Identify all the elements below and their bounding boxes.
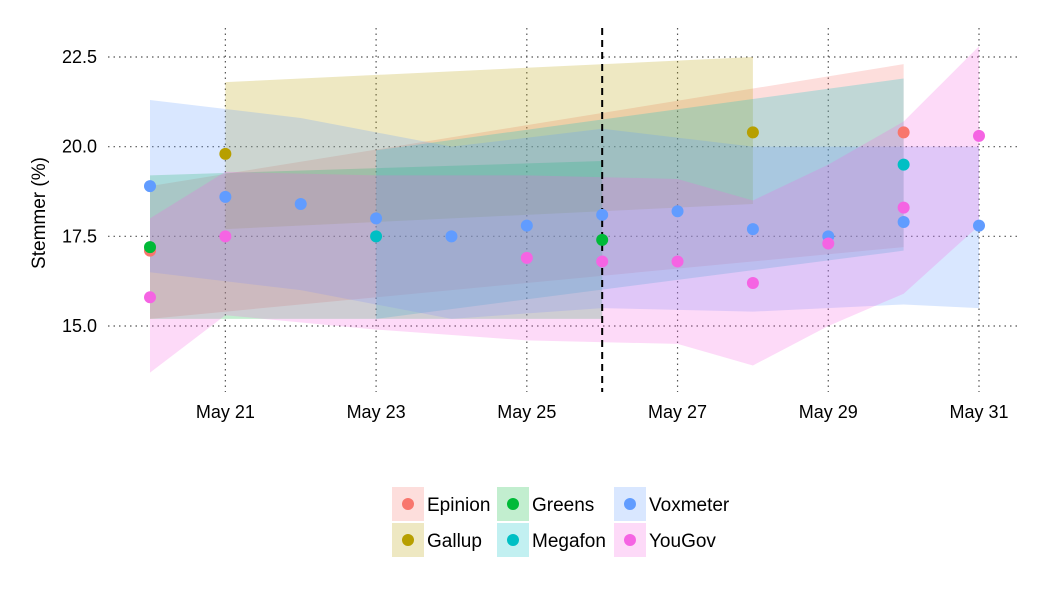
grid	[108, 28, 1020, 392]
legend-marker	[507, 534, 519, 546]
band-megafon	[376, 78, 904, 319]
band-voxmeter	[150, 100, 979, 319]
point-voxmeter	[596, 208, 609, 221]
band-yougov	[150, 46, 979, 373]
point-gallup	[219, 147, 232, 160]
legend-label: Greens	[532, 495, 594, 516]
point-yougov	[520, 251, 533, 264]
y-tick-label: 15.0	[62, 316, 97, 336]
x-tick-label: May 21	[196, 402, 255, 422]
point-voxmeter	[520, 219, 533, 232]
point-greens	[596, 233, 609, 246]
point-yougov	[144, 291, 156, 304]
point-voxmeter	[294, 198, 307, 211]
point-yougov	[671, 255, 684, 268]
point-voxmeter	[445, 230, 458, 243]
x-tick-label: May 31	[949, 402, 1008, 422]
y-tick-label: 22.5	[62, 47, 97, 67]
point-voxmeter	[370, 212, 383, 225]
legend-item-voxmeter: Voxmeter	[614, 487, 730, 521]
confidence-bands	[150, 46, 979, 373]
y-axis-title: Stemmer (%)	[29, 157, 50, 269]
legend-label: Epinion	[427, 495, 490, 516]
point-greens	[144, 241, 156, 254]
legend-label: YouGov	[649, 531, 716, 552]
legend-item-greens: Greens	[497, 487, 594, 521]
point-yougov	[973, 129, 985, 142]
y-tick-label: 20.0	[62, 137, 97, 157]
point-megafon	[897, 158, 910, 171]
legend-marker	[402, 498, 414, 510]
band-epinion	[150, 64, 904, 319]
legend-marker	[402, 534, 414, 546]
point-voxmeter	[746, 223, 759, 236]
x-tick-label: May 25	[497, 402, 556, 422]
point-voxmeter	[144, 180, 156, 193]
band-gallup	[225, 57, 753, 230]
y-axis-ticks: 15.0 17.5 20.0 22.5	[62, 47, 97, 336]
point-voxmeter	[973, 219, 985, 232]
legend-marker	[624, 498, 636, 510]
legend: Epinion Gallup Greens Megafon Voxmeter YouGov	[392, 487, 730, 557]
y-tick-label: 17.5	[62, 226, 97, 246]
point-yougov	[822, 237, 835, 250]
legend-marker	[624, 534, 636, 546]
x-tick-label: May 27	[648, 402, 707, 422]
point-voxmeter	[897, 215, 910, 228]
legend-label: Megafon	[532, 531, 606, 552]
legend-label: Voxmeter	[649, 495, 730, 516]
legend-label: Gallup	[427, 531, 482, 552]
point-voxmeter	[219, 190, 232, 203]
point-epinion	[897, 126, 910, 139]
legend-marker	[507, 498, 519, 510]
point-megafon	[370, 230, 383, 243]
legend-item-epinion: Epinion	[392, 487, 490, 521]
legend-item-yougov: YouGov	[614, 523, 716, 557]
point-yougov	[746, 276, 759, 289]
point-yougov	[897, 201, 910, 214]
point-voxmeter	[671, 205, 684, 218]
legend-item-gallup: Gallup	[392, 523, 482, 557]
point-gallup	[746, 126, 759, 139]
x-tick-label: May 29	[799, 402, 858, 422]
data-points	[144, 126, 985, 304]
legend-item-megafon: Megafon	[497, 523, 606, 557]
point-yougov	[219, 230, 232, 243]
x-axis-ticks: May 21 May 23 May 25 May 27 May 29 May 31	[196, 402, 1009, 422]
point-yougov	[596, 255, 609, 268]
x-tick-label: May 23	[347, 402, 406, 422]
